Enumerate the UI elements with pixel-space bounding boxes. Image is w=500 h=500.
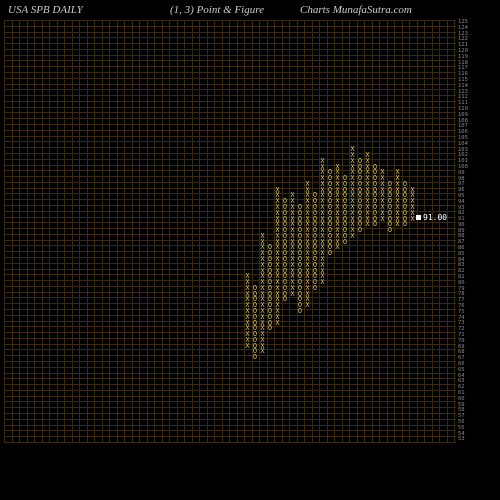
grid-line-v [94, 20, 95, 442]
grid-line-v [177, 20, 178, 442]
grid-line-v [259, 20, 260, 442]
grid-line-v [222, 20, 223, 442]
grid-line-v [139, 20, 140, 442]
grid-line-v [402, 20, 403, 442]
pnf-o: O [387, 227, 394, 234]
grid-line-v [42, 20, 43, 442]
pnf-o: O [312, 285, 319, 292]
grid-line-v [184, 20, 185, 442]
grid-line-v [252, 20, 253, 442]
source-label: Charts MunafaSutra.com [300, 4, 412, 16]
pnf-x: X [244, 343, 251, 350]
grid-line-v [372, 20, 373, 442]
pnf-x: X [349, 233, 356, 240]
grid-line-v [229, 20, 230, 442]
grid-line-v [87, 20, 88, 442]
grid-line-v [409, 20, 410, 442]
pnf-o: O [372, 221, 379, 228]
grid-line-v [169, 20, 170, 442]
grid-line-v [439, 20, 440, 442]
pnf-o: O [267, 325, 274, 332]
grid-line-v [57, 20, 58, 442]
pnf-o: O [327, 250, 334, 257]
pnf-x: X [379, 216, 386, 223]
pnf-x: X [274, 320, 281, 327]
grid-line-v [207, 20, 208, 442]
pnf-x: X [304, 302, 311, 309]
pnf-chart: XXXXXXXXXXXXXOOOOOOOOOOOOOXXXXXXXXXXXXXX… [4, 20, 456, 442]
grid-line-v [34, 20, 35, 442]
grid-line-v [19, 20, 20, 442]
grid-line-h [4, 442, 456, 443]
ticker-label: USA SPB DAILY [8, 4, 83, 16]
grid-line-v [27, 20, 28, 442]
y-axis-label: 53 [458, 437, 498, 443]
grid-line-v [267, 20, 268, 442]
grid-line-v [454, 20, 455, 442]
pnf-x: X [394, 221, 401, 228]
grid-line-v [154, 20, 155, 442]
pnf-o: O [342, 239, 349, 246]
grid-line-v [117, 20, 118, 442]
pnf-o: O [402, 221, 409, 228]
grid-line-v [424, 20, 425, 442]
grid-line-v [132, 20, 133, 442]
grid-line-v [109, 20, 110, 442]
pnf-o: O [282, 296, 289, 303]
grid-line-v [147, 20, 148, 442]
price-marker-value: 91.00 [423, 213, 447, 222]
grid-line-v [124, 20, 125, 442]
grid-line-v [394, 20, 395, 442]
pnf-o: O [357, 227, 364, 234]
pnf-o: O [297, 308, 304, 315]
pnf-x: X [319, 279, 326, 286]
grid-line-v [244, 20, 245, 442]
grid-line-v [364, 20, 365, 442]
y-axis: 1251241231221211201191181171161151141131… [458, 20, 498, 442]
grid-line-v [49, 20, 50, 442]
grid-line-v [79, 20, 80, 442]
grid-line-v [417, 20, 418, 442]
grid-line-v [102, 20, 103, 442]
grid-line-v [64, 20, 65, 442]
grid-line-v [199, 20, 200, 442]
pnf-o: O [252, 354, 259, 361]
grid-line-v [447, 20, 448, 442]
grid-line-v [379, 20, 380, 442]
grid-line-v [162, 20, 163, 442]
grid-line-v [192, 20, 193, 442]
grid-line-v [432, 20, 433, 442]
pnf-x: X [334, 244, 341, 251]
pnf-x: X [409, 216, 416, 223]
grid-line-v [12, 20, 13, 442]
pnf-x: X [364, 221, 371, 228]
chart-header: USA SPB DAILY (1, 3) Point & Figure Char… [0, 4, 500, 20]
grid-line-v [4, 20, 5, 442]
pnf-x: X [289, 291, 296, 298]
pnf-x: X [259, 348, 266, 355]
price-marker: 91.00 [416, 213, 447, 222]
grid-line-v [72, 20, 73, 442]
chart-type-label: (1, 3) Point & Figure [170, 4, 264, 16]
grid-line-v [237, 20, 238, 442]
grid-line-v [214, 20, 215, 442]
